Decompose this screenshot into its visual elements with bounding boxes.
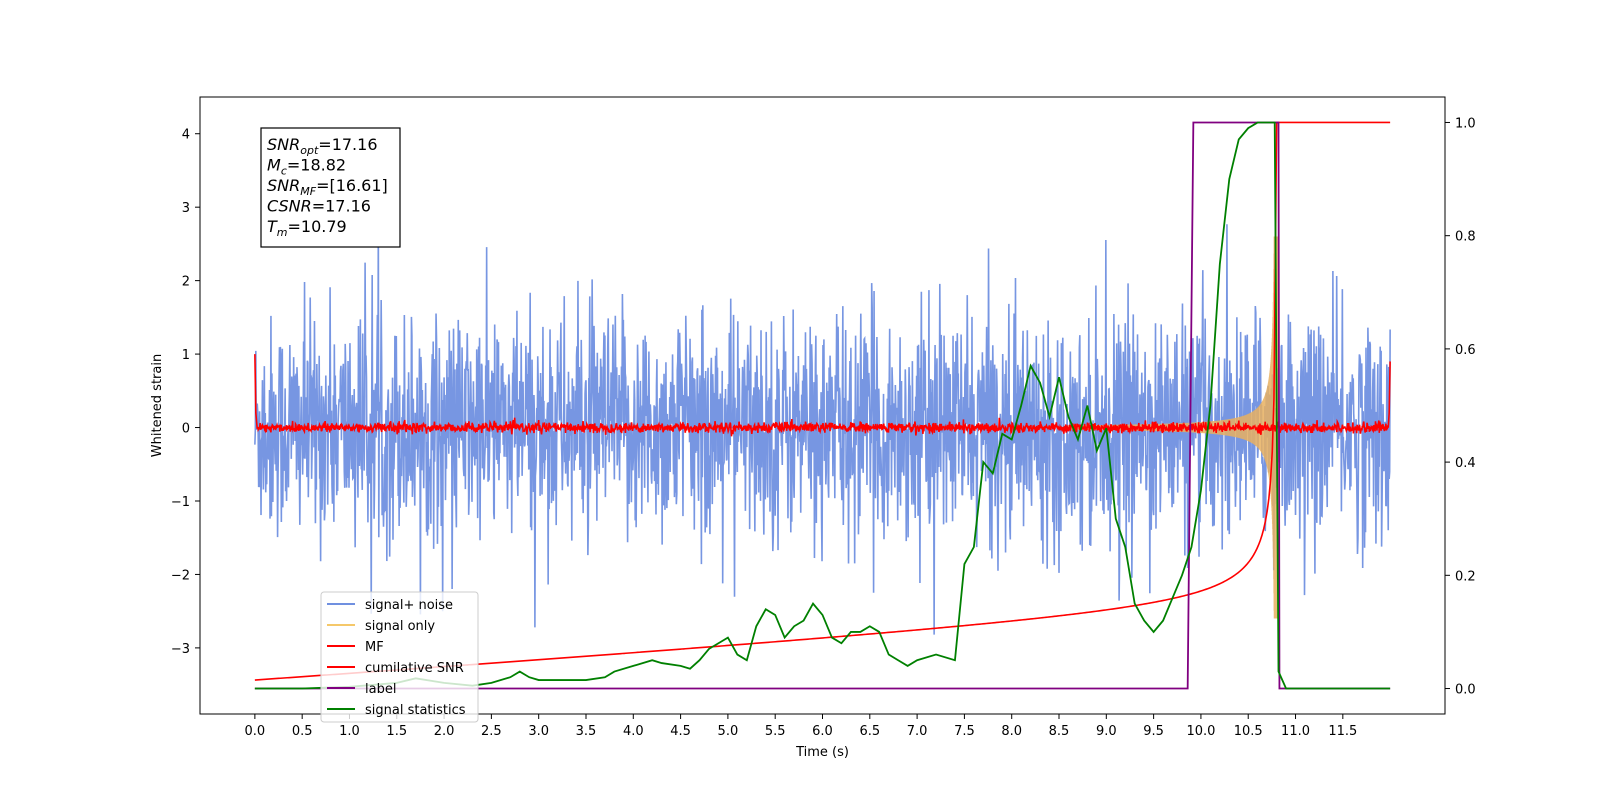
y2-tick-label: 1.0 (1455, 116, 1476, 131)
x-tick-label: 0.5 (292, 724, 313, 739)
x-tick-label: 11.0 (1281, 724, 1310, 739)
x-tick-label: 11.5 (1328, 724, 1357, 739)
annotation-line: SNRopt=17.16 (267, 135, 378, 157)
y2-tick-label: 0.0 (1455, 683, 1476, 698)
x-tick-label: 2.5 (481, 724, 502, 739)
x-tick-label: 3.5 (576, 724, 597, 739)
annotation-line: Tm=10.79 (267, 217, 347, 239)
legend-entry: cumilative SNR (365, 661, 464, 676)
x-tick-label: 3.0 (528, 724, 549, 739)
axes: 0.0 0.5 1.0 1.5 2.0 2.5 3.0 3.5 4.0 4.5 5.0 5.5 6.0 6… (150, 96, 1476, 760)
y2-tick-label: 0.6 (1455, 343, 1476, 358)
annotation-line: Mc=18.82 (267, 156, 346, 178)
y2-tick-label: 0.8 (1455, 230, 1476, 245)
y-tick-label: 1 (182, 348, 190, 363)
x-tick-label: 0.0 (245, 724, 266, 739)
x-tick-label: 7.5 (954, 724, 975, 739)
x-tick-label: 10.5 (1234, 724, 1263, 739)
x-tick-label: 8.5 (1049, 724, 1070, 739)
y-tick-label: 0 (182, 422, 190, 437)
x-tick-label: 4.0 (623, 724, 644, 739)
x-tick-label: 7.0 (907, 724, 928, 739)
x-tick-label: 5.0 (718, 724, 739, 739)
legend-entry: signal+ noise (365, 598, 453, 613)
y-tick-label: −3 (171, 642, 190, 657)
x-tick-label: 5.5 (765, 724, 786, 739)
legend-frame (320, 591, 479, 723)
y-axis-label: Whitened strain (150, 354, 165, 457)
series-mf (254, 354, 1391, 437)
y-tick-label: 2 (182, 275, 190, 290)
annotation-line: SNRMF=[16.61] (267, 176, 388, 198)
y-tick-label: 3 (182, 201, 190, 216)
y-tick-label: −1 (171, 495, 190, 510)
x-tick-label: 9.0 (1096, 724, 1117, 739)
x-tick-label: 6.0 (812, 724, 833, 739)
legend: signal+ noise signal only MF cumilative SNR… (320, 591, 479, 723)
annotation-frame (260, 127, 401, 248)
series-signal-statistics (254, 121, 1391, 690)
x-tick-label: 2.0 (434, 724, 455, 739)
x-tick-label: 9.5 (1143, 724, 1164, 739)
series-signal-noise (254, 217, 1391, 635)
y2-tick-label: 0.4 (1455, 456, 1476, 471)
legend-entry: label (365, 682, 396, 697)
x-tick-label: 6.5 (859, 724, 880, 739)
y-tick-label: 4 (182, 128, 190, 143)
x-tick-label: 1.5 (386, 724, 407, 739)
x-tick-label: 8.0 (1001, 724, 1022, 739)
legend-entry: MF (365, 640, 384, 655)
x-tick-label: 10.0 (1186, 724, 1215, 739)
annotation-box: SNRopt=17.16Mc=18.82SNRMF=[16.61]CSNR=17… (260, 127, 401, 248)
y2-tick-label: 0.2 (1455, 569, 1476, 584)
legend-entry: signal statistics (365, 703, 466, 718)
x-tick-label: 4.5 (670, 724, 691, 739)
y-tick-label: −2 (171, 568, 190, 583)
x-axis-label: Time (s) (795, 745, 849, 760)
annotation-line: CSNR=17.16 (267, 197, 371, 216)
x-tick-label: 1.0 (339, 724, 360, 739)
legend-entry: signal only (365, 619, 435, 634)
